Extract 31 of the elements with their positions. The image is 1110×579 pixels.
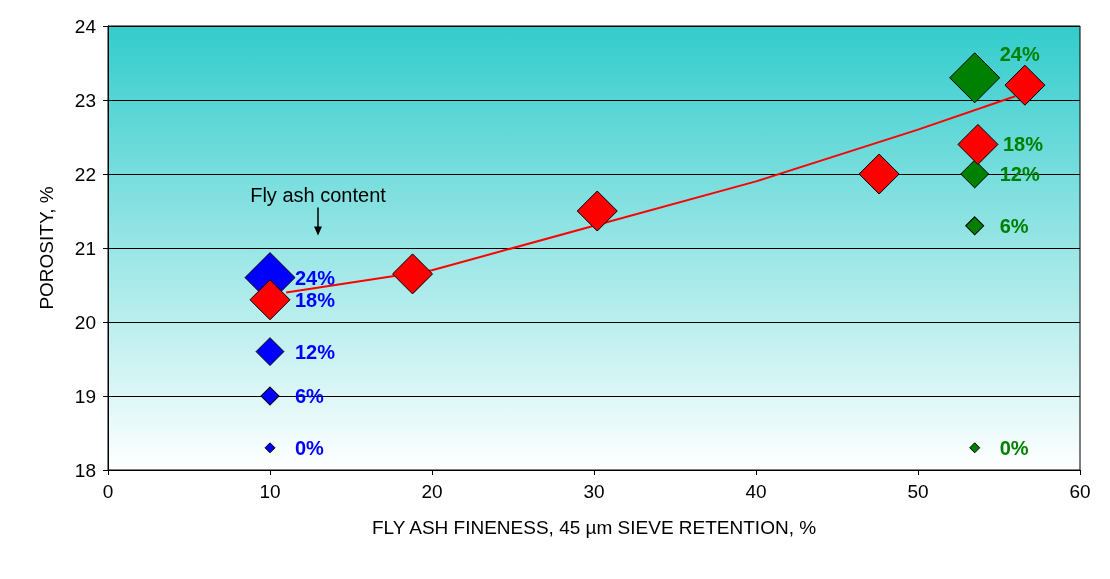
x-axis-title: FLY ASH FINENESS, 45 µm SIEVE RETENTION, % xyxy=(371,517,817,538)
point xyxy=(858,153,900,195)
point xyxy=(957,123,999,165)
annotation: Fly ash content xyxy=(250,183,387,206)
x-tick-label: 0 xyxy=(102,481,114,502)
y-tick-label: 24 xyxy=(74,15,97,37)
x-tick-label: 50 xyxy=(907,481,929,502)
point xyxy=(249,279,291,321)
annotation: 18% xyxy=(295,288,336,311)
x-tick-label: 30 xyxy=(583,481,605,502)
y-tick-label: 22 xyxy=(74,163,96,185)
point xyxy=(392,253,434,295)
y-tick-label: 20 xyxy=(74,311,96,333)
annotation: 0% xyxy=(999,436,1029,459)
y-tick-label: 18 xyxy=(74,459,96,481)
x-tick-label: 20 xyxy=(421,481,443,502)
x-tick-label: 40 xyxy=(745,481,767,502)
point xyxy=(1004,64,1046,106)
x-tick-label: 10 xyxy=(259,481,281,502)
annotation: 24% xyxy=(295,266,336,289)
annotation: 6% xyxy=(999,214,1029,237)
x-tick-label: 60 xyxy=(1069,481,1091,502)
annotation: 24% xyxy=(999,42,1040,65)
point xyxy=(576,190,618,232)
annotation: 0% xyxy=(295,436,325,459)
annotation: 12% xyxy=(295,340,336,363)
y-tick-label: 21 xyxy=(74,237,96,259)
y-axis-title: POROSITY, % xyxy=(36,186,57,310)
annotation: 18% xyxy=(1002,133,1044,156)
y-tick-label: 19 xyxy=(74,385,96,407)
y-tick-label: 23 xyxy=(74,89,96,111)
